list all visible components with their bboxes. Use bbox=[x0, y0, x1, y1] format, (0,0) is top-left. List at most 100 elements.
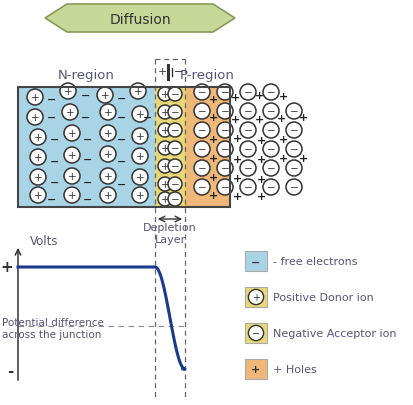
Text: −: − bbox=[267, 107, 275, 117]
Text: +: + bbox=[209, 190, 218, 200]
Text: −: − bbox=[171, 108, 179, 118]
Bar bbox=[18, 88, 230, 207]
Text: −: − bbox=[47, 194, 57, 205]
Circle shape bbox=[168, 88, 182, 102]
Circle shape bbox=[217, 104, 233, 120]
Text: −: − bbox=[171, 180, 179, 190]
Text: +: + bbox=[134, 87, 142, 97]
Circle shape bbox=[286, 179, 302, 196]
Text: +: + bbox=[64, 87, 72, 97]
Text: −: − bbox=[290, 107, 298, 117]
Circle shape bbox=[132, 170, 148, 185]
Text: +: + bbox=[136, 110, 144, 120]
Text: −: − bbox=[143, 113, 153, 123]
Text: +: + bbox=[161, 162, 169, 172]
Circle shape bbox=[240, 142, 256, 158]
Text: +: + bbox=[161, 126, 169, 136]
Text: −: − bbox=[290, 126, 298, 136]
Bar bbox=[245, 287, 267, 307]
Text: −: − bbox=[267, 164, 275, 174]
Text: −: − bbox=[244, 145, 252, 155]
Text: +: + bbox=[101, 91, 109, 101]
Circle shape bbox=[64, 188, 80, 203]
Text: +: + bbox=[68, 151, 76, 161]
Text: −: − bbox=[244, 126, 252, 136]
Text: +: + bbox=[209, 153, 218, 164]
Circle shape bbox=[158, 177, 172, 192]
Text: N-region: N-region bbox=[58, 69, 115, 82]
Circle shape bbox=[168, 192, 182, 207]
Text: +: + bbox=[34, 153, 42, 163]
Circle shape bbox=[158, 88, 172, 102]
Text: +: + bbox=[278, 114, 287, 124]
Text: +: + bbox=[209, 135, 218, 145]
Text: Diffusion: Diffusion bbox=[109, 13, 171, 27]
Text: −: − bbox=[198, 183, 206, 193]
Text: −: − bbox=[290, 164, 298, 174]
Circle shape bbox=[27, 90, 43, 106]
Text: −: − bbox=[174, 67, 184, 77]
Text: −: − bbox=[171, 195, 179, 205]
Text: −: − bbox=[244, 164, 252, 174]
Text: −: − bbox=[117, 94, 127, 104]
Text: −: − bbox=[50, 177, 60, 188]
Text: −: − bbox=[252, 329, 260, 339]
Bar bbox=[155, 88, 185, 207]
Text: +: + bbox=[279, 135, 289, 145]
Text: +: + bbox=[279, 153, 289, 164]
Text: +: + bbox=[68, 129, 76, 139]
Text: +: + bbox=[278, 92, 287, 102]
Circle shape bbox=[194, 179, 210, 196]
Circle shape bbox=[97, 88, 113, 104]
Circle shape bbox=[30, 149, 46, 166]
Text: −: − bbox=[83, 155, 93, 164]
Text: +: + bbox=[66, 108, 74, 118]
Text: −: − bbox=[198, 164, 206, 174]
Text: +: + bbox=[161, 195, 169, 205]
Text: −: − bbox=[47, 113, 57, 123]
Circle shape bbox=[100, 168, 116, 185]
Text: −: − bbox=[267, 126, 275, 136]
Circle shape bbox=[132, 129, 148, 145]
Text: +: + bbox=[31, 113, 39, 123]
Circle shape bbox=[263, 85, 279, 101]
Circle shape bbox=[132, 188, 148, 203]
Text: +: + bbox=[298, 153, 308, 164]
Text: −: − bbox=[81, 91, 91, 101]
Text: +: + bbox=[68, 191, 76, 201]
Text: −: − bbox=[171, 144, 179, 154]
Text: −: − bbox=[81, 113, 91, 123]
Circle shape bbox=[194, 85, 210, 101]
Text: +: + bbox=[233, 155, 242, 164]
Circle shape bbox=[158, 160, 172, 174]
Text: −: − bbox=[50, 135, 60, 145]
Text: +: + bbox=[256, 136, 266, 146]
Text: −: − bbox=[117, 135, 127, 145]
Circle shape bbox=[194, 104, 210, 120]
Circle shape bbox=[263, 161, 279, 177]
Circle shape bbox=[158, 142, 172, 156]
Text: +: + bbox=[252, 364, 261, 375]
Text: +: + bbox=[136, 191, 144, 201]
Text: −: − bbox=[244, 107, 252, 117]
Text: −: − bbox=[198, 126, 206, 136]
Text: +: + bbox=[104, 172, 112, 182]
Circle shape bbox=[217, 85, 233, 101]
Circle shape bbox=[240, 161, 256, 177]
Circle shape bbox=[194, 123, 210, 139]
Text: −: − bbox=[198, 88, 206, 98]
Text: +: + bbox=[254, 91, 263, 101]
Text: +: + bbox=[0, 260, 13, 275]
Text: −: − bbox=[50, 157, 60, 166]
Circle shape bbox=[130, 84, 146, 100]
Text: +: + bbox=[231, 115, 241, 125]
Circle shape bbox=[240, 179, 256, 196]
Text: +: + bbox=[104, 191, 112, 201]
Text: +: + bbox=[254, 115, 263, 125]
Text: −: − bbox=[290, 145, 298, 155]
Text: +: + bbox=[256, 175, 266, 185]
Text: Volts: Volts bbox=[30, 234, 59, 247]
Text: +: + bbox=[252, 293, 260, 303]
Text: −: − bbox=[221, 126, 229, 136]
Polygon shape bbox=[45, 5, 235, 33]
